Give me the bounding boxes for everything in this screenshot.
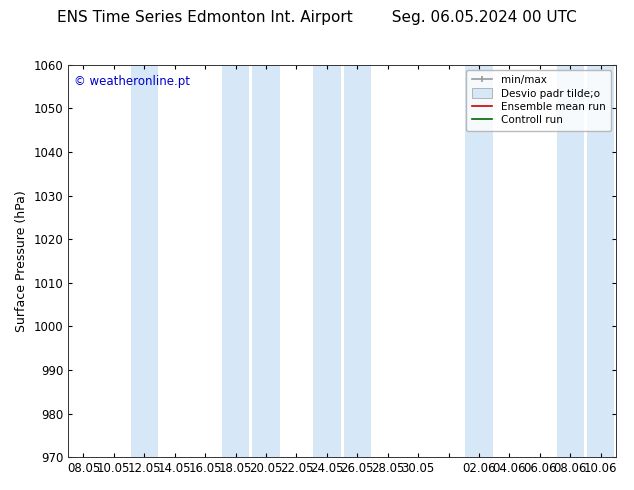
Bar: [313, 65, 340, 457]
Bar: [344, 65, 371, 457]
Bar: [587, 65, 614, 457]
Bar: [222, 65, 249, 457]
Bar: [557, 65, 584, 457]
Legend: min/max, Desvio padr tilde;o, Ensemble mean run, Controll run: min/max, Desvio padr tilde;o, Ensemble m…: [467, 70, 611, 131]
Y-axis label: Surface Pressure (hPa): Surface Pressure (hPa): [15, 190, 28, 332]
Text: ENS Time Series Edmonton Int. Airport        Seg. 06.05.2024 00 UTC: ENS Time Series Edmonton Int. Airport Se…: [57, 10, 577, 25]
Bar: [252, 65, 280, 457]
Bar: [465, 65, 493, 457]
Text: © weatheronline.pt: © weatheronline.pt: [74, 74, 190, 88]
Bar: [131, 65, 158, 457]
